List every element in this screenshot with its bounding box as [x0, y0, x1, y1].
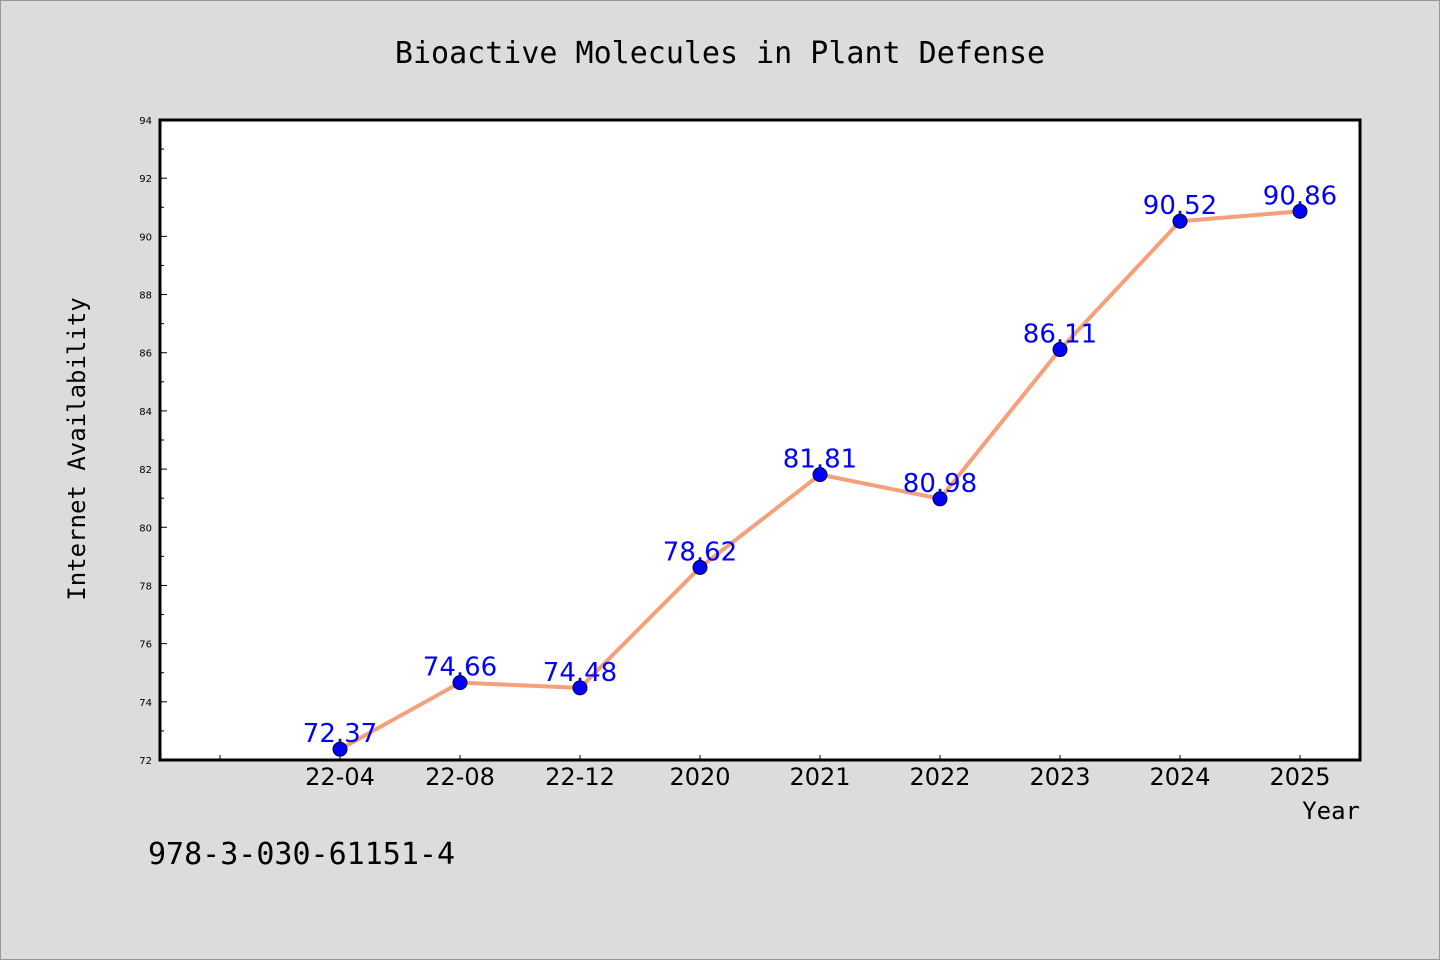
- x-tick-label: 2023: [1029, 763, 1090, 791]
- data-point: [1052, 342, 1068, 358]
- data-label: 80.98: [903, 469, 977, 499]
- x-tick-label: 22-12: [545, 763, 615, 791]
- isbn-annotation: 978-3-030-61151-4: [148, 837, 455, 872]
- y-tick-label: 76: [139, 640, 152, 651]
- x-axis-label: Year: [1302, 797, 1360, 825]
- y-tick-label: 74: [139, 698, 152, 709]
- data-point: [692, 559, 708, 575]
- y-tick-label: 78: [139, 581, 152, 592]
- y-tick-label: 88: [139, 291, 152, 302]
- x-tick-label: 22-08: [425, 763, 495, 791]
- data-point: [332, 741, 348, 757]
- axis-ticks: 72 74 76 78 80 82 84 86 88 90 92 94 22-04 22-08 22-12 2…: [139, 116, 1330, 791]
- data-label: 74.48: [543, 658, 617, 688]
- x-tick-label: 2020: [669, 763, 730, 791]
- x-tick-label: 2024: [1149, 763, 1210, 791]
- data-point: [452, 675, 468, 691]
- y-tick-label: 92: [139, 174, 152, 185]
- data-label: 90.86: [1263, 181, 1337, 211]
- x-tick-label: 22-04: [305, 763, 375, 791]
- data-label: 72.37: [303, 719, 377, 749]
- y-tick-label: 94: [139, 116, 152, 127]
- y-tick-label: 90: [139, 232, 152, 243]
- data-point: [572, 680, 588, 696]
- data-label: 86.11: [1023, 320, 1097, 350]
- y-tick-label: 80: [139, 523, 152, 534]
- data-point: [1172, 213, 1188, 229]
- y-tick-label: 86: [139, 349, 152, 360]
- y-tick-label: 82: [139, 465, 152, 476]
- data-label: 78.62: [663, 537, 737, 567]
- data-label: 90.52: [1143, 191, 1217, 221]
- data-point: [812, 467, 828, 483]
- y-tick-label: 72: [139, 756, 152, 767]
- x-tick-label: 2025: [1269, 763, 1330, 791]
- plot-border: [158, 118, 1362, 762]
- data-point: [1292, 203, 1308, 219]
- data-point: [932, 491, 948, 507]
- x-tick-label: 2021: [789, 763, 850, 791]
- y-axis-label: Internet Availability: [63, 297, 91, 600]
- data-label: 74.66: [423, 653, 497, 683]
- chart-title: Bioactive Molecules in Plant Defense: [395, 36, 1045, 71]
- data-label: 81.81: [783, 445, 857, 475]
- series-layer: 72.37 74.66 74.48 78.62 81.81 80.98 86.11 90.52…: [303, 181, 1337, 757]
- x-tick-label: 2022: [909, 763, 970, 791]
- y-tick-label: 84: [139, 407, 152, 418]
- plot-area: [160, 120, 1360, 760]
